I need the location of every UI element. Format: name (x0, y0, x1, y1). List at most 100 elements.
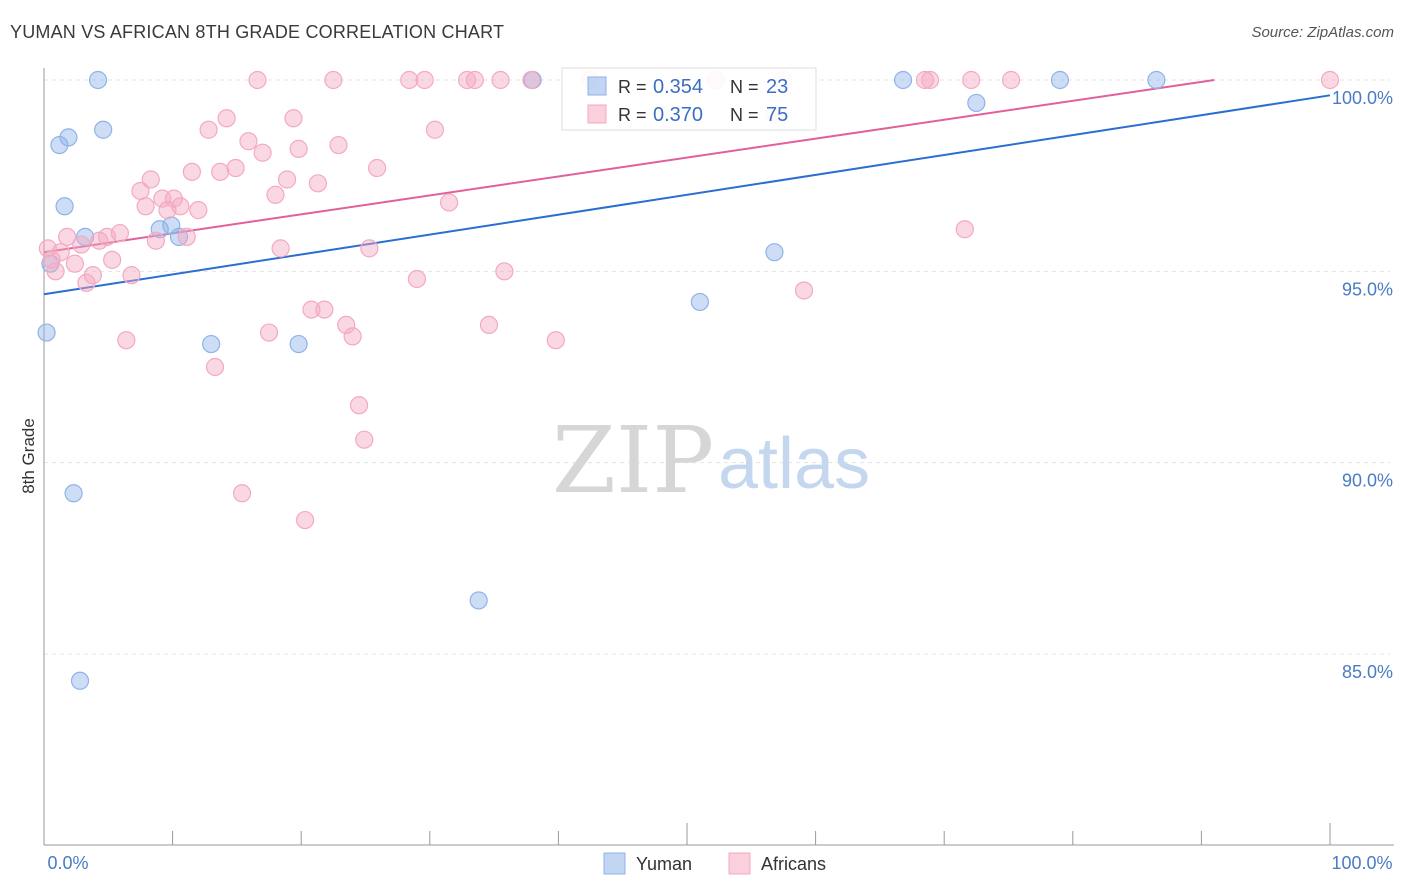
point-yuman (469, 591, 488, 610)
point-africans (83, 266, 102, 285)
point-africans (407, 269, 427, 289)
legend-label-africans: Africans (761, 854, 826, 874)
point-africans (271, 239, 290, 258)
point-yuman (55, 197, 74, 216)
legend-r-value: 0.354 (653, 76, 703, 98)
legend-n-value: 75 (766, 104, 788, 126)
ticks: 0.0% 100.0% 85.0% 90.0% 95.0% 100.0% (43, 88, 1393, 873)
legend-r-value: 0.370 (653, 104, 703, 126)
point-yuman (169, 227, 189, 246)
watermark-atlas: atlas (718, 424, 870, 504)
legend-n-label: N = (730, 77, 759, 97)
point-yuman (59, 128, 78, 147)
legend-r-label: R = (618, 77, 647, 97)
point-africans (465, 70, 484, 90)
point-yuman (765, 243, 784, 262)
point-africans (253, 143, 272, 162)
legend-swatch-yuman (603, 852, 626, 875)
point-africans (232, 484, 252, 503)
y-tick-label: 90.0% (1342, 471, 1393, 491)
legend-n-value: 23 (766, 76, 788, 98)
point-africans (308, 174, 328, 193)
y-tick-label: 100.0% (1332, 88, 1393, 108)
point-africans (1320, 70, 1340, 90)
source-label: Source: ZipAtlas.com (1251, 24, 1394, 41)
point-africans (915, 70, 935, 90)
y-axis-label: 8th Grade (19, 418, 38, 494)
point-africans (962, 70, 981, 90)
point-africans (439, 193, 459, 212)
point-africans (211, 162, 230, 181)
legend-swatch-africans (587, 104, 607, 124)
point-africans (259, 323, 279, 342)
point-africans (337, 315, 356, 335)
point-africans (546, 331, 565, 350)
watermark-zip: ZIP (552, 407, 714, 514)
y-tick-label: 85.0% (1342, 662, 1393, 682)
point-africans (117, 331, 136, 350)
point-yuman (893, 70, 913, 90)
chart-title: YUMAN VS AFRICAN 8TH GRADE CORRELATION C… (10, 22, 505, 42)
point-africans (146, 231, 165, 250)
point-yuman (202, 334, 221, 354)
x-tick-label: 0.0% (47, 853, 88, 873)
point-africans (457, 70, 477, 90)
point-yuman (289, 334, 308, 354)
point-yuman (1147, 70, 1166, 90)
point-africans (343, 327, 362, 346)
point-yuman (37, 323, 56, 342)
point-africans (955, 220, 974, 239)
point-africans (199, 120, 218, 139)
point-africans (239, 132, 258, 151)
gridlines (44, 79, 1390, 655)
point-africans (324, 70, 343, 90)
point-africans (136, 197, 155, 216)
point-africans (141, 170, 160, 189)
legend-swatch-yuman (587, 76, 607, 96)
point-yuman (967, 93, 986, 113)
legend-stats: R = 0.354 N = 23 R = 0.370 N = 75 (561, 67, 817, 131)
point-yuman (690, 292, 709, 312)
point-africans (315, 300, 334, 319)
point-yuman (70, 671, 90, 690)
point-africans (51, 243, 70, 262)
legend-swatch-africans (728, 852, 751, 875)
point-africans (367, 158, 387, 178)
point-africans (491, 70, 510, 90)
axes (43, 68, 1394, 846)
point-africans (182, 162, 201, 181)
legend-r-label: R = (618, 105, 647, 125)
legend-label-yuman: Yuman (636, 854, 692, 874)
point-africans (58, 227, 77, 246)
point-africans (425, 120, 445, 139)
point-africans (794, 281, 814, 300)
point-africans (1001, 70, 1021, 90)
point-yuman (88, 70, 108, 90)
point-africans (349, 396, 369, 415)
point-africans (226, 158, 245, 178)
point-africans (329, 135, 348, 155)
point-yuman (150, 220, 169, 239)
point-africans (189, 201, 208, 220)
point-africans (46, 262, 65, 281)
point-africans (72, 235, 91, 254)
trend-line-yuman (43, 94, 1331, 296)
legend: Yuman Africans (603, 852, 826, 875)
y-tick-label: 95.0% (1342, 279, 1393, 299)
point-africans (522, 70, 541, 90)
point-africans (355, 430, 374, 449)
point-africans (479, 315, 499, 335)
point-africans (920, 70, 940, 90)
point-yuman (64, 484, 83, 503)
point-africans (65, 254, 84, 273)
watermark: ZIP atlas (552, 407, 870, 514)
point-africans (177, 227, 196, 246)
point-africans (495, 262, 514, 281)
point-africans (103, 250, 122, 269)
point-africans (110, 223, 129, 243)
trend-lines (43, 79, 1331, 296)
point-africans (171, 197, 190, 216)
point-africans (266, 185, 285, 204)
point-africans (295, 510, 315, 530)
